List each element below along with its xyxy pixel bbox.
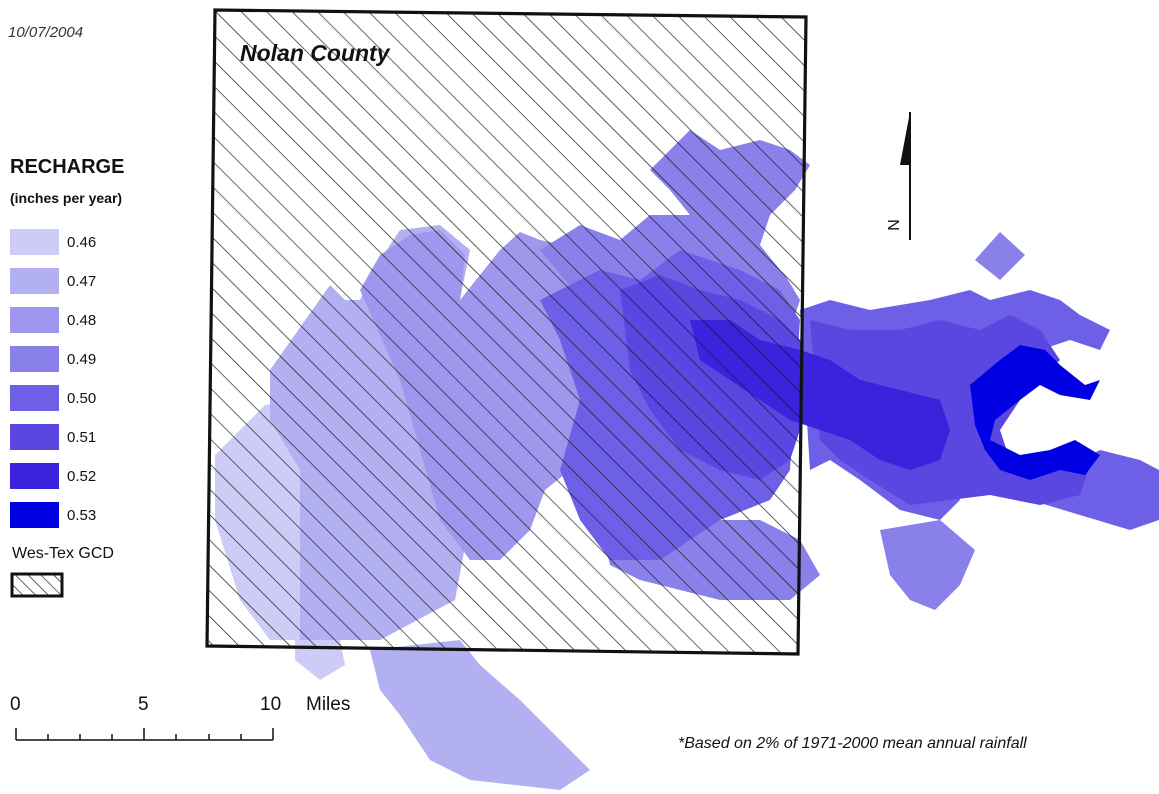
scale-tick-5: 5 [138, 694, 149, 715]
legend-row: 0.52 [10, 463, 170, 489]
legend-swatch [10, 502, 59, 528]
north-arrow [900, 112, 911, 240]
legend-swatch [10, 385, 59, 411]
legend-value: 0.49 [67, 351, 97, 368]
legend-swatch [10, 346, 59, 372]
legend-row: 0.49 [10, 346, 170, 372]
gcd-legend-swatch [10, 572, 64, 598]
scale-units: Miles [306, 694, 351, 715]
legend-swatch [10, 424, 59, 450]
legend-swatch [10, 229, 59, 255]
legend-row: 0.51 [10, 424, 170, 450]
zone-047-tail [370, 640, 590, 790]
legend-title: RECHARGE [10, 156, 125, 178]
footnote: *Based on 2% of 1971-2000 mean annual ra… [678, 735, 1027, 752]
legend-row: 0.53 [10, 502, 170, 528]
zone-049-east-se [880, 520, 975, 610]
north-label: N [885, 219, 903, 231]
legend-swatch [10, 463, 59, 489]
legend-value: 0.50 [67, 390, 97, 407]
legend-row: 0.47 [10, 268, 170, 294]
legend-row: 0.46 [10, 229, 170, 255]
legend-swatch [10, 307, 59, 333]
legend-value: 0.53 [67, 507, 97, 524]
scale-bar [15, 728, 274, 741]
legend-value: 0.52 [67, 468, 97, 485]
legend-row: 0.50 [10, 385, 170, 411]
county-label: Nolan County [240, 40, 390, 66]
scale-tick-10: 10 [260, 694, 282, 715]
zone-049-ne [975, 232, 1025, 280]
legend-units: (inches per year) [10, 190, 123, 206]
zone-046-south [295, 640, 345, 680]
legend-row: 0.48 [10, 307, 170, 333]
scale-tick-0: 0 [10, 694, 21, 715]
legend-value: 0.47 [67, 273, 97, 290]
gcd-legend-label: Wes-Tex GCD [12, 545, 114, 562]
map-date: 10/07/2004 [8, 24, 84, 41]
legend-value: 0.51 [67, 429, 97, 446]
wes-tex-gcd-boundary [205, 8, 808, 656]
legend-swatch [10, 268, 59, 294]
legend-value: 0.48 [67, 312, 97, 329]
legend-value: 0.46 [67, 234, 97, 251]
zone-053 [970, 345, 1100, 480]
